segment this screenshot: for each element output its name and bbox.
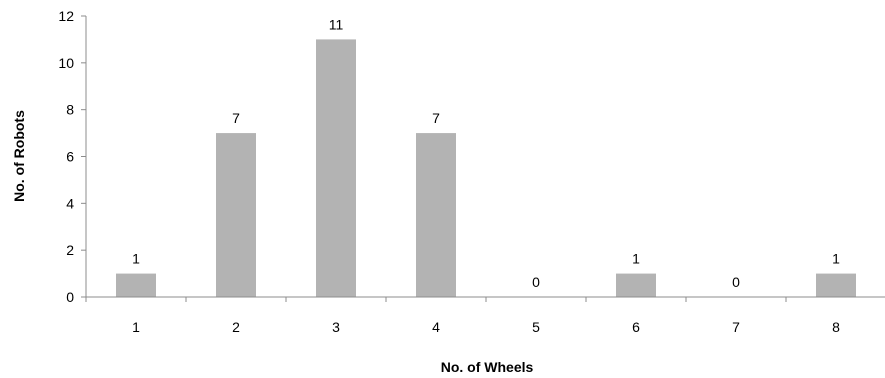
axes-layer	[81, 15, 885, 302]
data-label-3: 11	[329, 16, 344, 32]
x-tick-label-6: 6	[632, 319, 640, 335]
bars-layer	[116, 39, 856, 298]
y-tick-label-0: 0	[66, 289, 74, 305]
bar-2	[216, 133, 256, 297]
x-tick-label-5: 5	[532, 319, 540, 335]
bar-1	[116, 273, 156, 297]
x-tick-label-4: 4	[432, 319, 440, 335]
y-tick-label-12: 12	[58, 8, 74, 24]
x-tick-label-3: 3	[332, 319, 340, 335]
y-axis-title: No. of Robots	[11, 110, 27, 202]
y-tick-label-6: 6	[66, 149, 74, 165]
data-label-6: 1	[632, 251, 640, 267]
data-label-4: 7	[432, 110, 440, 126]
x-tick-label-8: 8	[832, 319, 840, 335]
bar-6	[616, 273, 656, 297]
bar-3	[316, 39, 356, 298]
y-tick-label-10: 10	[58, 55, 74, 71]
bar-4	[416, 133, 456, 297]
x-tick-label-7: 7	[732, 319, 740, 335]
bar-8	[816, 273, 856, 297]
y-tick-label-4: 4	[66, 195, 74, 211]
data-label-8: 1	[832, 251, 840, 267]
x-axis-title: No. of Wheels	[441, 359, 534, 375]
y-tick-label-8: 8	[66, 102, 74, 118]
x-tick-label-2: 2	[232, 319, 240, 335]
data-label-2: 7	[232, 110, 240, 126]
x-tick-label-1: 1	[132, 319, 140, 335]
data-label-1: 1	[132, 251, 140, 267]
data-label-5: 0	[532, 274, 540, 290]
y-tick-label-2: 2	[66, 242, 74, 258]
data-label-7: 0	[732, 274, 740, 290]
